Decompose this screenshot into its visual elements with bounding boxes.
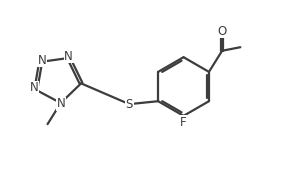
Text: S: S <box>125 98 133 111</box>
Text: N: N <box>64 50 73 63</box>
Text: N: N <box>30 81 39 95</box>
Text: N: N <box>57 97 66 110</box>
Text: N: N <box>38 54 46 67</box>
Text: F: F <box>180 116 187 129</box>
Text: O: O <box>217 25 227 38</box>
